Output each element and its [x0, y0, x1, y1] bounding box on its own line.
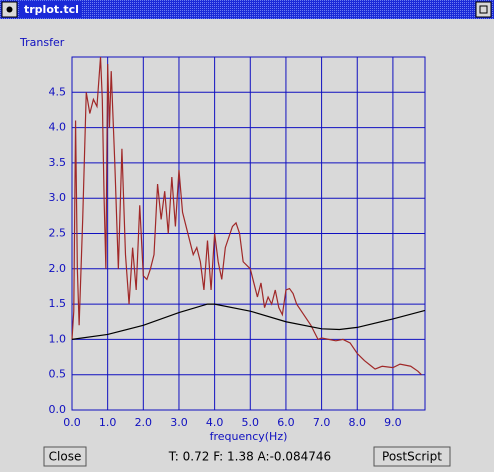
y-tick-label: 4.5	[49, 85, 67, 98]
y-axis-label: Transfer	[19, 36, 65, 49]
x-tick-label: 2.0	[135, 416, 153, 429]
title-bg	[20, 2, 82, 17]
y-tick-label: 2.0	[49, 262, 67, 275]
x-tick-label: 0.0	[63, 416, 81, 429]
minimize-icon	[479, 5, 488, 14]
minimize-button[interactable]	[475, 1, 492, 18]
series-line	[71, 56, 422, 376]
y-tick-label: 3.5	[49, 156, 67, 169]
postscript-button[interactable]	[373, 446, 451, 467]
close-label: Close	[49, 450, 82, 464]
x-tick-label: 7.0	[313, 416, 331, 429]
y-tick-label: 4.0	[49, 121, 67, 134]
plot: Transfer frequency(Hz) 0.0 0.5 1.0 1.5 2.0 2.5 3…	[19, 36, 426, 443]
x-tick-label: 8.0	[349, 416, 367, 429]
x-axis-label: frequency(Hz)	[210, 430, 288, 443]
y-tick-label: 0.5	[49, 368, 67, 381]
window-title: trplot.tcl	[24, 3, 79, 16]
series-line	[71, 303, 426, 340]
close-button[interactable]	[43, 446, 87, 467]
y-tick-label: 1.5	[49, 297, 67, 310]
menu-icon	[6, 6, 13, 13]
x-tick-label: 6.0	[277, 416, 295, 429]
y-tick-label: 0.0	[49, 403, 67, 416]
status-text: T: 0.72 F: 1.38 A:-0.084746	[168, 450, 331, 464]
plot-border	[71, 56, 426, 411]
y-tick-label: 3.0	[49, 191, 67, 204]
x-tick-label: 4.0	[206, 416, 224, 429]
y-tick-label: 2.5	[49, 227, 67, 240]
x-tick-label: 9.0	[384, 416, 402, 429]
x-tick-label: 1.0	[99, 416, 117, 429]
x-tick-label: 5.0	[242, 416, 260, 429]
y-tick-label: 1.0	[49, 332, 67, 345]
x-tick-label: 3.0	[170, 416, 188, 429]
title-bar	[0, 0, 494, 19]
postscript-label: PostScript	[382, 450, 442, 464]
